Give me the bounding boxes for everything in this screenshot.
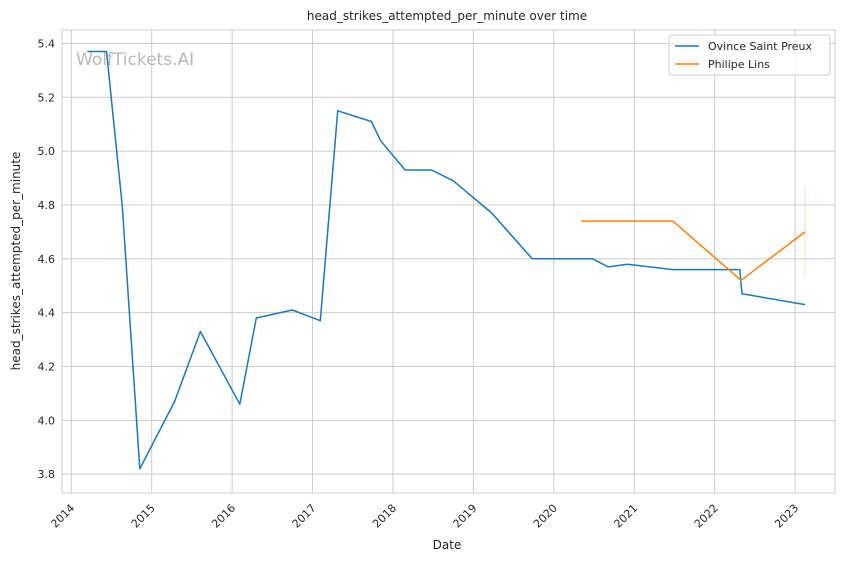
y-axis-label: head_strikes_attempted_per_minute xyxy=(9,152,23,371)
legend-label-1: Ovince Saint Preux xyxy=(708,40,813,53)
y-tick-label: 5.2 xyxy=(38,91,56,104)
legend: Ovince Saint Preux Philipe Lins xyxy=(668,34,831,76)
series-layer xyxy=(87,50,806,470)
y-tick-label: 4.4 xyxy=(38,307,56,320)
y-tick-label: 4.0 xyxy=(38,414,56,427)
plot-frame xyxy=(61,29,836,494)
series-line-1 xyxy=(87,50,806,470)
y-tick-label: 5.0 xyxy=(38,145,56,158)
y-tick-label: 3.8 xyxy=(38,468,56,481)
watermark-text: WolfTickets.AI xyxy=(76,50,194,70)
x-gridlines xyxy=(70,30,796,493)
y-tick-label: 4.6 xyxy=(38,253,56,266)
legend-label-2: Philipe Lins xyxy=(708,58,770,71)
x-axis-label: Date xyxy=(433,538,462,552)
plot-area: WolfTickets.AI xyxy=(61,29,836,494)
series-line-2 xyxy=(581,220,806,282)
y-tick-label: 4.8 xyxy=(38,199,56,212)
chart-title: head_strikes_attempted_per_minute over t… xyxy=(307,9,587,23)
legend-box xyxy=(668,34,831,76)
y-tick-labels: 3.8 4.0 4.2 4.4 4.6 4.8 5.0 5.2 5.4 xyxy=(38,37,56,481)
y-tick-label: 5.4 xyxy=(38,37,56,50)
y-tick-label: 4.2 xyxy=(38,360,56,373)
